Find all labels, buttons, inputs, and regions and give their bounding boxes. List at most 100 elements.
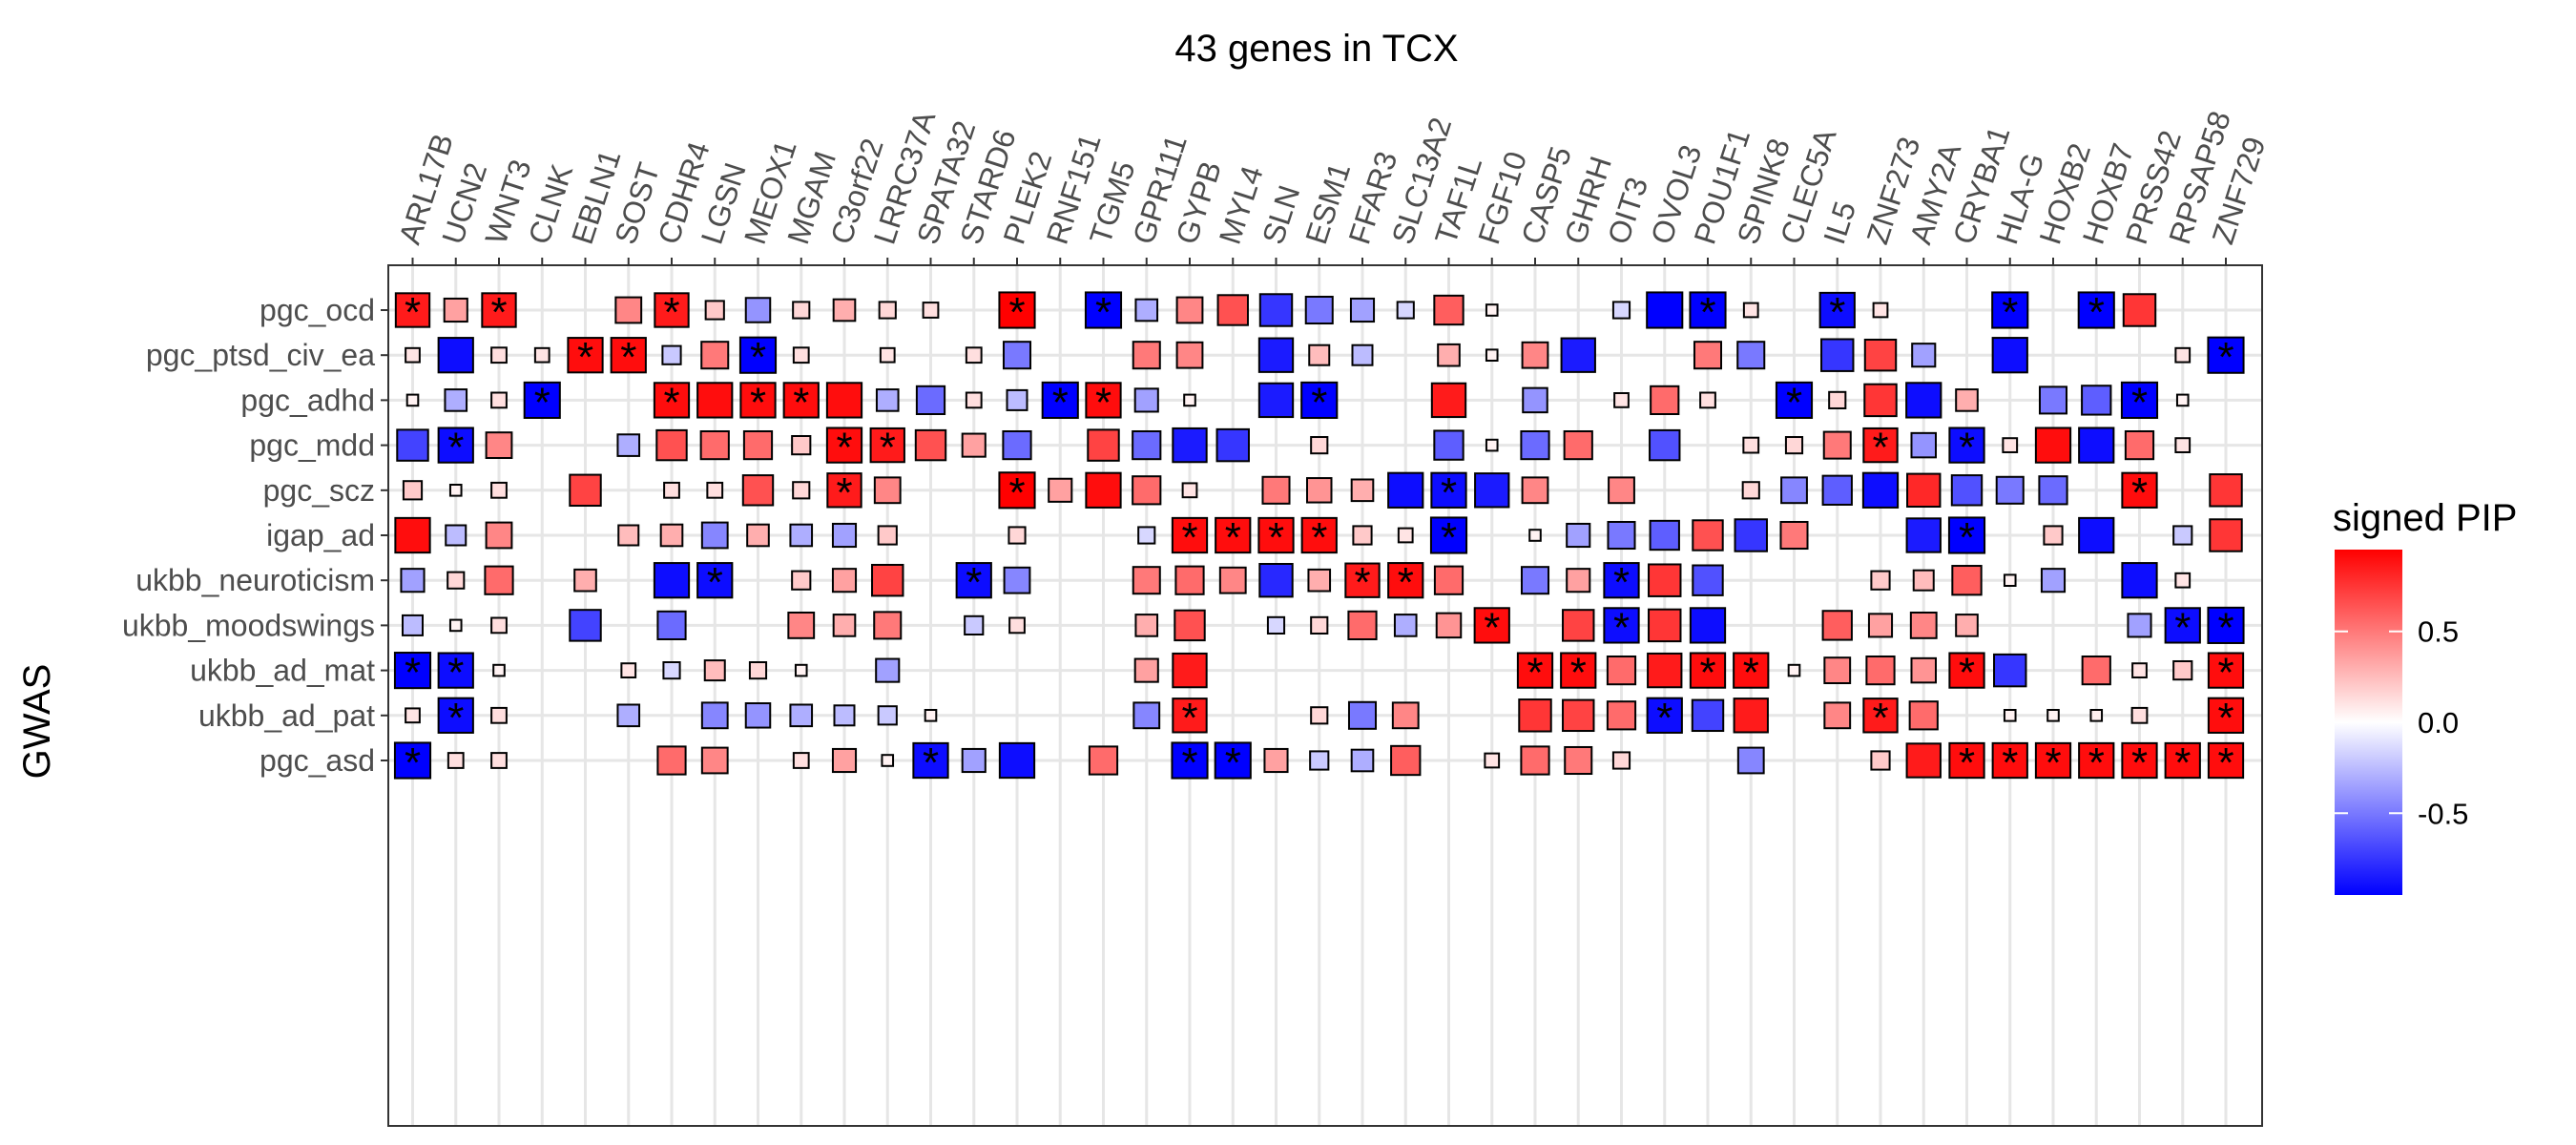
cell-pgc-asd-stard6	[961, 747, 987, 774]
significance-marker: *	[534, 379, 551, 426]
cell-pgc-ocd-c3orf22	[832, 298, 857, 323]
significance-marker: *	[577, 334, 593, 381]
cell-pgc-ocd-oit3	[1611, 301, 1631, 320]
cell-pgc-adhd-casp5	[1522, 386, 1548, 414]
cell-pgc-asd-spink8	[1736, 746, 1765, 775]
cell-ukbb-ad-mat-arl17b	[393, 652, 432, 690]
cell-ukbb-ad-mat-cdhr4	[662, 661, 681, 680]
cell-ukbb-ad-pat-mgam	[789, 703, 814, 728]
cell-pgc-adhd-clnk	[523, 381, 561, 419]
cell-pgc-ocd-spink8	[1742, 302, 1759, 319]
cell-pgc-adhd-plek2	[1006, 388, 1028, 411]
cell-pgc-scz-arl17b	[402, 480, 424, 501]
significance-marker: *	[2002, 289, 2018, 336]
cell-pgc-adhd-stard6	[965, 391, 983, 409]
significance-marker: *	[2217, 695, 2233, 741]
cell-igap-ad-wnt3	[485, 521, 513, 550]
cell-ukbb-moodswings-ebln1	[569, 609, 602, 642]
significance-marker: *	[1570, 650, 1587, 697]
cell-ukbb-ad-pat-znf729	[2207, 697, 2245, 734]
cell-pgc-asd-c3orf22	[831, 747, 858, 774]
cell-ukbb-moodswings-cdhr4	[656, 610, 687, 641]
cell-igap-ad-ucn2	[445, 524, 467, 547]
significance-marker: *	[2002, 739, 2018, 786]
cell-pgc-mdd-mgam	[791, 434, 812, 456]
cell-ukbb-moodswings-znf729	[2207, 606, 2245, 644]
cell-igap-ad-oit3	[1607, 520, 1636, 551]
cell-pgc-scz-slc13a2	[1387, 471, 1424, 509]
cell-pgc-adhd-hoxb7	[2081, 385, 2112, 416]
cell-ukbb-neuroticism-pou1f1	[1692, 564, 1724, 596]
cell-pgc-ptsd-civ-ea-pou1f1	[1693, 341, 1723, 370]
cell-ukbb-moodswings-wnt3	[490, 616, 508, 635]
cell-ukbb-moodswings-ovol3	[1648, 608, 1682, 643]
cell-pgc-ptsd-civ-ea-plek2	[1002, 341, 1032, 370]
cell-pgc-adhd-cryba1	[1955, 388, 1979, 412]
cell-ukbb-moodswings-gypb	[1174, 609, 1206, 642]
cell-pgc-ptsd-civ-ea-ffar3	[1351, 344, 1374, 366]
cell-ukbb-ad-mat-prss42	[2131, 662, 2148, 678]
cell-pgc-asd-casp5	[1520, 745, 1550, 776]
cell-ukbb-ad-pat-spata32	[924, 708, 938, 722]
cell-igap-ad-znf729	[2209, 518, 2243, 552]
cell-pgc-adhd-esm1	[1300, 381, 1339, 419]
cell-pgc-asd-plek2	[998, 741, 1036, 780]
cell-pgc-asd-cdhr4	[656, 745, 687, 776]
cell-pgc-mdd-c3orf22	[825, 427, 863, 464]
cell-ukbb-ad-mat-ghrh	[1560, 652, 1597, 689]
cell-pgc-ptsd-civ-ea-casp5	[1521, 341, 1549, 369]
cell-pgc-ocd-ovol3	[1646, 291, 1684, 329]
cell-pgc-ptsd-civ-ea-gypb	[1175, 341, 1204, 369]
significance-marker: *	[2131, 379, 2148, 426]
significance-marker: *	[1613, 604, 1630, 651]
significance-marker: *	[707, 559, 723, 606]
cell-ukbb-ad-mat-znf729	[2207, 652, 2245, 689]
y-axis-ticks: pgc_ocd pgc_ptsd_civ_ea pgc_adhd pgc_mddpgc…	[122, 293, 388, 778]
cell-igap-ad-myl4	[1215, 516, 1252, 554]
cell-pgc-scz-tgm5	[1085, 471, 1122, 509]
cell-ukbb-ad-mat-ucn2	[437, 652, 474, 689]
cell-pgc-ptsd-civ-ea-znf273	[1863, 338, 1898, 372]
cell-pgc-ocd-arl17b	[394, 292, 431, 328]
cell-pgc-asd-hoxb7	[2078, 741, 2115, 780]
cell-ukbb-ad-pat-ghrh	[1562, 698, 1595, 733]
cell-ukbb-moodswings-arl17b	[402, 614, 424, 636]
cell-pgc-scz-hla-g	[1995, 475, 2025, 505]
cell-pgc-asd-oit3	[1611, 751, 1631, 770]
significance-marker: *	[1441, 469, 1457, 516]
cell-ukbb-ad-pat-il5	[1823, 701, 1852, 730]
cell-pgc-adhd-gpr111	[1133, 387, 1159, 413]
cell-ukbb-ad-pat-arl17b	[405, 707, 421, 724]
cell-pgc-scz-spink8	[1741, 481, 1760, 500]
significance-marker: *	[1268, 514, 1284, 561]
cell-pgc-scz-ebln1	[569, 473, 602, 508]
cell-ukbb-ad-pat-hoxb7	[2089, 708, 2104, 722]
cell-pgc-mdd-spata32	[914, 428, 947, 462]
cell-ukbb-ad-pat-prss42	[2130, 706, 2149, 724]
cell-igap-ad-ghrh	[1566, 522, 1591, 549]
cell-igap-ad-amy2a	[1905, 517, 1942, 553]
cell-igap-ad-lgsn	[700, 521, 729, 550]
cell-igap-ad-lrrc37a	[877, 525, 898, 546]
cell-igap-ad-meox1	[746, 523, 770, 548]
cell-pgc-mdd-taf1l	[1433, 429, 1465, 461]
cell-pgc-ptsd-civ-ea-ghrh	[1560, 337, 1596, 373]
cell-pgc-asd-esm1	[1309, 750, 1330, 771]
cell-ukbb-moodswings-gpr111	[1134, 614, 1159, 637]
cell-ukbb-moodswings-esm1	[1310, 615, 1329, 635]
cell-ukbb-moodswings-il5	[1821, 610, 1853, 641]
cell-ukbb-moodswings-ffar3	[1347, 610, 1378, 641]
cell-pgc-scz-casp5	[1521, 476, 1549, 505]
significance-marker: *	[2088, 739, 2105, 786]
significance-marker: *	[2045, 739, 2061, 786]
significance-marker: *	[1699, 650, 1715, 697]
cell-pgc-mdd-cryba1	[1948, 427, 1985, 464]
cell-ukbb-moodswings-rpsap58	[2164, 607, 2201, 644]
cell-pgc-scz-gpr111	[1132, 475, 1162, 506]
cell-pgc-ocd-gypb	[1175, 296, 1204, 324]
significance-marker: *	[620, 334, 636, 381]
cell-ukbb-moodswings-plek2	[1008, 616, 1026, 635]
cell-ukbb-neuroticism-prss42	[2121, 562, 2158, 599]
cell-pgc-ptsd-civ-ea-esm1	[1308, 344, 1331, 366]
cell-pgc-ocd-meox1	[744, 297, 772, 323]
